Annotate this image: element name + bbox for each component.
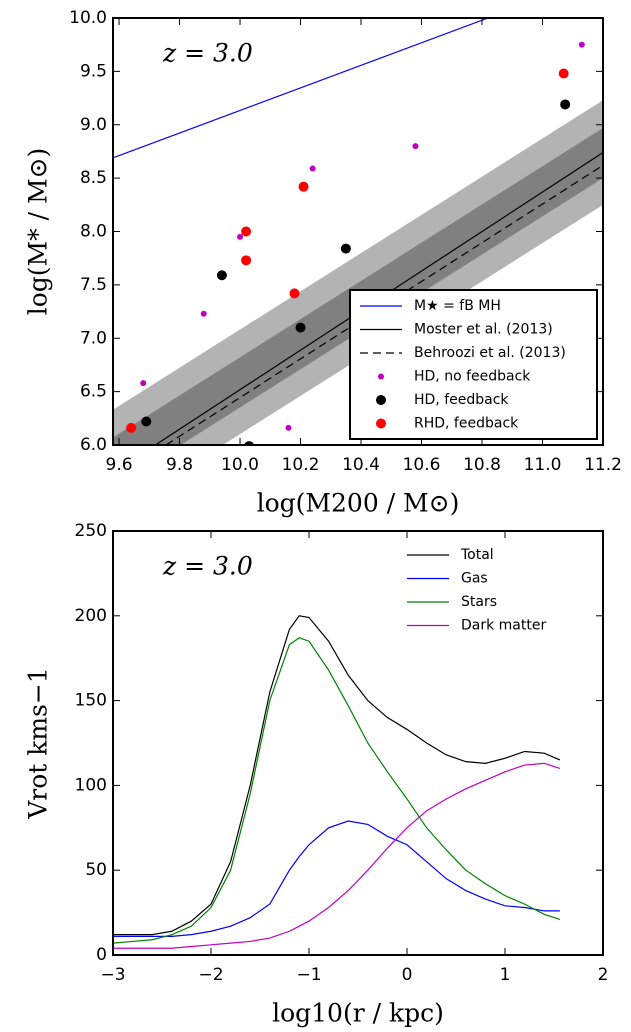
y-axis-label: log(M* / M⊙) [24, 148, 53, 316]
model-line [165, 164, 603, 445]
legend-label: RHD, feedback [414, 416, 519, 432]
curve [113, 762, 561, 949]
point [578, 41, 585, 48]
annotation: z = 3.0 [162, 552, 253, 581]
y-tick-label: 50 [85, 860, 107, 880]
y-tick-label: 7.5 [80, 275, 107, 295]
x-tick-label: 11.2 [584, 455, 622, 475]
x-tick-label: 1 [500, 965, 511, 985]
plot-area [113, 615, 561, 949]
legend-label: Gas [461, 571, 488, 587]
legend-swatch [378, 373, 384, 380]
annotation: z = 3.0 [162, 39, 253, 68]
point [289, 288, 300, 299]
curve [113, 637, 561, 944]
point [241, 255, 252, 266]
x-tick-label: −1 [296, 965, 321, 985]
x-tick-label: −3 [100, 965, 125, 985]
y-axis-label: Vrot kms−1 [24, 667, 53, 820]
legend-label: Total [460, 547, 494, 563]
y-tick-label: 200 [75, 606, 107, 626]
y-tick-label: 8.0 [80, 222, 107, 242]
legend-swatch [376, 418, 386, 429]
scatter-band [113, 127, 603, 445]
y-tick-label: 0 [96, 945, 107, 965]
point [141, 416, 152, 427]
legend-label: HD, no feedback [414, 369, 531, 385]
point [244, 441, 254, 445]
x-tick-label: 2 [598, 965, 609, 985]
legend-label: M★ = fB MH [414, 298, 501, 314]
point [126, 422, 137, 433]
point [558, 68, 569, 79]
x-tick-label: 10.8 [463, 455, 501, 475]
y-tick-label: 250 [75, 521, 107, 541]
x-tick-label: −2 [198, 965, 223, 985]
x-tick-label: 10.6 [403, 455, 441, 475]
point [295, 322, 306, 333]
x-tick-label: 9.8 [166, 455, 193, 475]
y-tick-label: 6.0 [80, 435, 107, 455]
x-axis-label: log10(r / kpc) [272, 999, 444, 1028]
point [560, 99, 571, 110]
point [237, 233, 244, 240]
point [140, 380, 147, 387]
curve [113, 820, 560, 937]
y-tick-label: 150 [75, 691, 107, 711]
point [298, 181, 309, 192]
point [309, 165, 316, 172]
point [340, 243, 351, 254]
plot-area [113, 18, 603, 445]
point [241, 226, 252, 237]
y-tick-label: 8.5 [80, 168, 107, 188]
x-tick-label: 9.6 [106, 455, 133, 475]
y-tick-label: 6.5 [80, 382, 107, 402]
y-tick-label: 7.0 [80, 328, 107, 348]
legend-label: Stars [461, 594, 497, 610]
model-line [113, 18, 489, 159]
x-tick-label: 10.0 [221, 455, 259, 475]
x-tick-label: 10.2 [282, 455, 320, 475]
legend-label: HD, feedback [414, 392, 509, 408]
x-tick-label: 0 [402, 965, 413, 985]
legend-label: Moster et al. (2013) [414, 322, 553, 338]
point [412, 143, 419, 150]
axes-frame [112, 530, 604, 956]
y-tick-label: 9.5 [80, 61, 107, 81]
legend-label: Behroozi et al. (2013) [414, 345, 566, 361]
x-tick-label: 10.4 [342, 455, 380, 475]
legend-label: Dark matter [461, 618, 546, 634]
y-tick-label: 10.0 [69, 8, 107, 28]
point [285, 424, 292, 431]
x-tick-label: 11.0 [524, 455, 562, 475]
point [200, 310, 207, 317]
legend-swatch [376, 395, 386, 405]
legend-frame [349, 289, 598, 440]
point [216, 270, 227, 281]
y-tick-label: 9.0 [80, 115, 107, 135]
y-tick-label: 100 [75, 775, 107, 795]
scatter-band [113, 100, 603, 445]
x-axis-label: log(M200 / M⊙) [257, 489, 460, 518]
curve [113, 615, 561, 936]
